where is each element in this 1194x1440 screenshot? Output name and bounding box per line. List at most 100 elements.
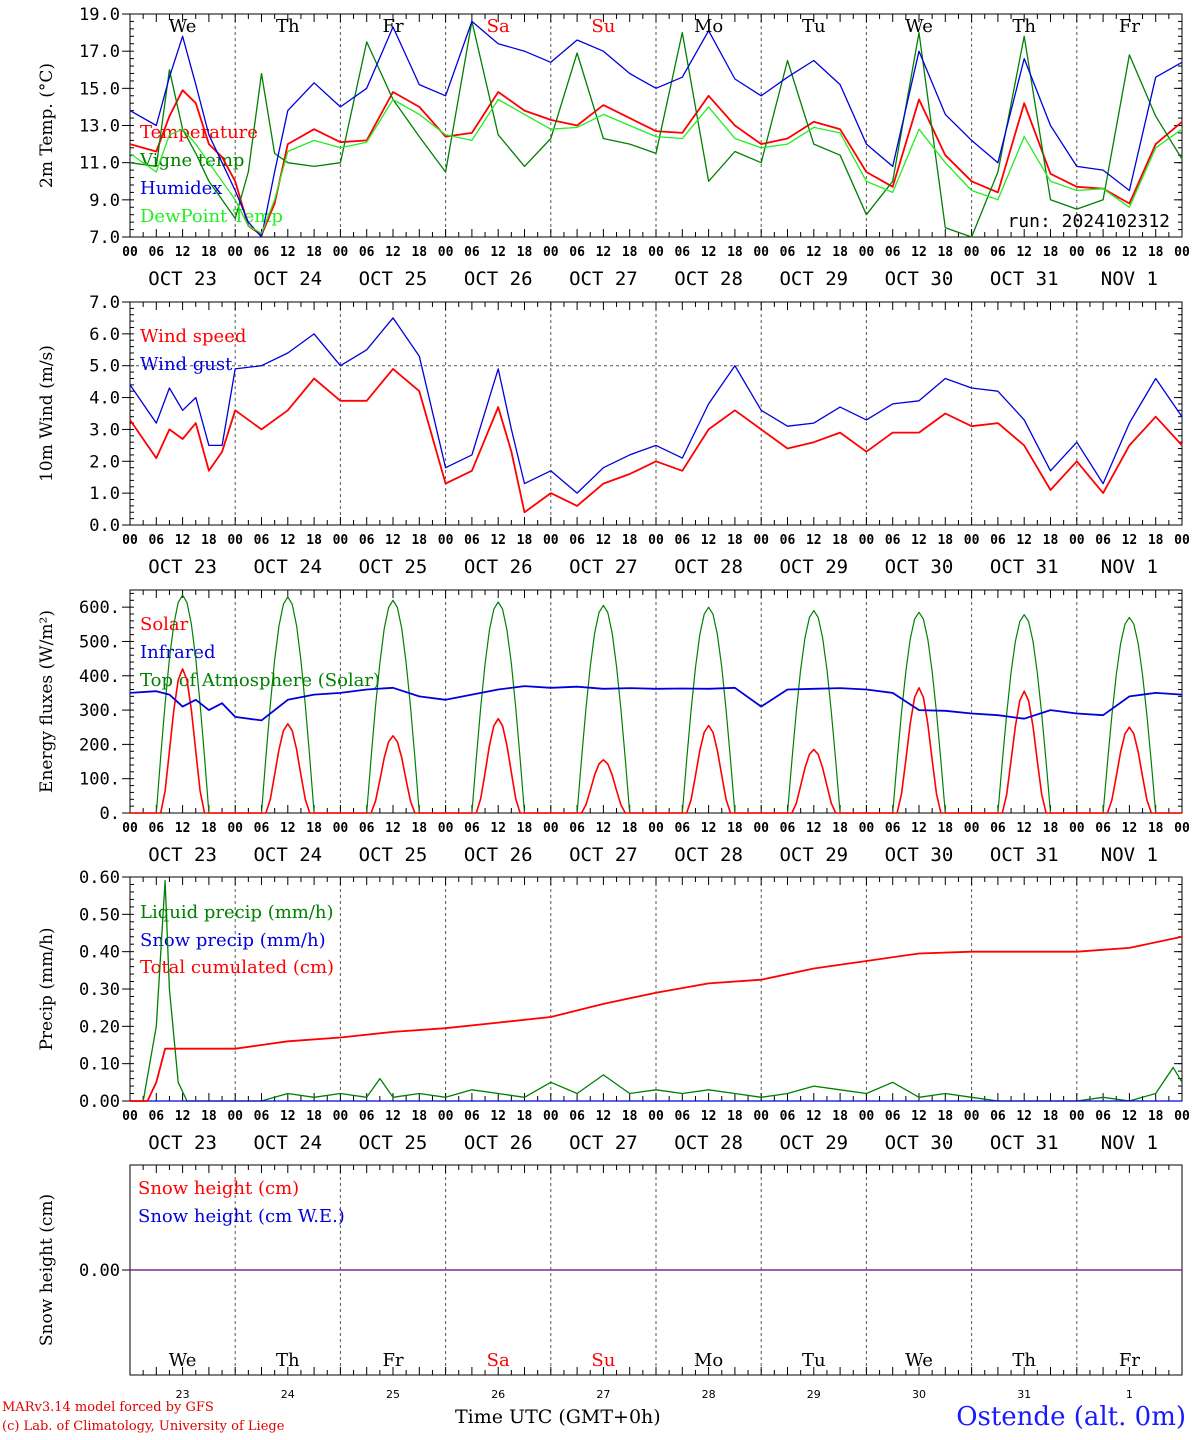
panel-4-day-label: OCT 27 xyxy=(569,1132,638,1154)
panel-3-hour-label: 06 xyxy=(780,821,796,836)
panel-3-ytick-label: 300. xyxy=(79,701,120,721)
panel-4-hour-label: 18 xyxy=(622,1109,638,1124)
day-number-label: 30 xyxy=(912,1388,926,1401)
panel-1-ytick-label: 11.0 xyxy=(79,154,120,174)
panel-4-series-3 xyxy=(130,935,1183,1102)
day-number-label: 31 xyxy=(1017,1388,1031,1401)
panel-1-hour-label: 06 xyxy=(1095,245,1111,260)
panel-1-hour-label: 18 xyxy=(517,245,533,260)
panel-2-hour-label: 12 xyxy=(1016,533,1032,548)
panel-2-day-label: OCT 29 xyxy=(779,556,848,578)
panel-4-hour-label: 06 xyxy=(990,1109,1006,1124)
panel-1-hour-label: 12 xyxy=(596,245,612,260)
panel-1-ytick-label: 17.0 xyxy=(79,42,120,62)
panel-4-hour-label: 06 xyxy=(674,1109,690,1124)
panel-2-day-label: OCT 26 xyxy=(464,556,533,578)
panel-4-hour-label: 18 xyxy=(727,1109,743,1124)
panel-4-hour-label: 18 xyxy=(201,1109,217,1124)
panel-2-day-label: OCT 28 xyxy=(674,556,743,578)
panel-4-hour-label: 00 xyxy=(122,1109,138,1124)
panel-4-hour-label: 00 xyxy=(753,1109,769,1124)
panel-1-series-1 xyxy=(129,89,1183,237)
panel-3-hour-label: 12 xyxy=(385,821,401,836)
panel-2-day-label: OCT 31 xyxy=(990,556,1059,578)
infrared-series xyxy=(129,685,1183,722)
panel-4-ylabel: Precip (mm/h) xyxy=(37,927,57,1050)
panel-3-day-label: OCT 30 xyxy=(885,844,954,866)
panel-2-hour-label: 18 xyxy=(622,533,638,548)
panel-4-hour-label: 06 xyxy=(885,1109,901,1124)
bottom-weekday-label: Su xyxy=(591,1350,615,1371)
panel-4-hour-label: 12 xyxy=(911,1109,927,1124)
panel-2-day-label: OCT 30 xyxy=(885,556,954,578)
panel-4-hour-label: 06 xyxy=(1095,1109,1111,1124)
panel-4-hour-label: 12 xyxy=(1016,1109,1032,1124)
bottom-weekday-label: Fr xyxy=(382,1350,403,1371)
panel-4-day-label: OCT 24 xyxy=(253,1132,322,1154)
panel-4-hour-label: 06 xyxy=(148,1109,164,1124)
panel-3-hour-label: 18 xyxy=(1148,821,1164,836)
panel-2-hour-label: 00 xyxy=(227,533,243,548)
panel-1-day-label: OCT 24 xyxy=(253,268,322,290)
panel-2-ytick-label: 7.0 xyxy=(89,293,120,313)
day-number-label: 26 xyxy=(491,1388,505,1401)
panel-1-hour-label: 00 xyxy=(648,245,664,260)
panel-2-hour-label: 12 xyxy=(911,533,927,548)
panel-1-ytick-label: 9.0 xyxy=(89,191,120,211)
panel-3-hour-label: 18 xyxy=(517,821,533,836)
panel-2-hour-label: 06 xyxy=(885,533,901,548)
panel-2-hour-label: 12 xyxy=(701,533,717,548)
panel-3-hour-label: 12 xyxy=(701,821,717,836)
panel-4-hour-label: 12 xyxy=(490,1109,506,1124)
panel-4-hour-label: 06 xyxy=(780,1109,796,1124)
panel-4-ytick-label: 0.40 xyxy=(79,943,120,963)
panel-3-hour-label: 00 xyxy=(227,821,243,836)
panel-4-legend-3: Total cumulated (cm) xyxy=(140,957,334,978)
panel-1-hour-label: 18 xyxy=(411,245,427,260)
panel-1-hour-label: 00 xyxy=(859,245,875,260)
panel-3-hour-label: 06 xyxy=(569,821,585,836)
panel-1-ytick-label: 15.0 xyxy=(79,79,120,99)
panel-3-hour-label: 12 xyxy=(490,821,506,836)
panel-2-ytick-label: 6.0 xyxy=(89,325,120,345)
panel-3-hour-label: 18 xyxy=(306,821,322,836)
panel-4-hour-label: 06 xyxy=(359,1109,375,1124)
panel-3-legend-1: Solar xyxy=(140,614,189,635)
panel-3-hour-label: 18 xyxy=(937,821,953,836)
panel-1-hour-label: 00 xyxy=(1174,245,1190,260)
bottom-weekday-label: We xyxy=(169,1350,197,1371)
panel-1-hour-label: 06 xyxy=(254,245,270,260)
top-weekday-label: We xyxy=(905,16,933,37)
panel-2-hour-label: 00 xyxy=(1174,533,1190,548)
top-weekday-label: Tu xyxy=(802,16,826,37)
panel-4-ytick-label: 0.60 xyxy=(79,868,120,888)
panel-4-ytick-label: 0.20 xyxy=(79,1017,120,1037)
panel-1-ytick-label: 19.0 xyxy=(79,5,120,25)
panel-4-day-label: OCT 31 xyxy=(990,1132,1059,1154)
x-axis-title: Time UTC (GMT+0h) xyxy=(455,1406,661,1428)
panel-1-hour-label: 18 xyxy=(1043,245,1059,260)
top-weekday-label: Th xyxy=(276,16,300,37)
panel-2-hour-label: 12 xyxy=(490,533,506,548)
panel-2-day-label: OCT 25 xyxy=(359,556,428,578)
panel-2-hour-label: 06 xyxy=(990,533,1006,548)
top-weekday-label: Fr xyxy=(382,16,403,37)
panel-4-ytick-label: 0.50 xyxy=(79,905,120,925)
panel-3-hour-label: 12 xyxy=(806,821,822,836)
panel-4-hour-label: 00 xyxy=(1174,1109,1190,1124)
panel-1-hour-label: 00 xyxy=(1069,245,1085,260)
panel-2-hour-label: 00 xyxy=(859,533,875,548)
panel-3-hour-label: 00 xyxy=(438,821,454,836)
panel-1-legend-3: Humidex xyxy=(140,178,222,199)
panel-2-hour-label: 06 xyxy=(780,533,796,548)
panel-4-hour-label: 12 xyxy=(280,1109,296,1124)
panel-2-hour-label: 06 xyxy=(254,533,270,548)
panel-4-day-label: OCT 23 xyxy=(148,1132,217,1154)
panel-1-day-label: OCT 30 xyxy=(885,268,954,290)
panel-4-legend-2: Snow precip (mm/h) xyxy=(140,930,326,951)
panel-3-hour-label: 12 xyxy=(280,821,296,836)
panel-4-hour-label: 18 xyxy=(1043,1109,1059,1124)
panel-2-hour-label: 00 xyxy=(438,533,454,548)
panel-3-hour-label: 12 xyxy=(911,821,927,836)
panel-1-frame xyxy=(129,13,1183,238)
